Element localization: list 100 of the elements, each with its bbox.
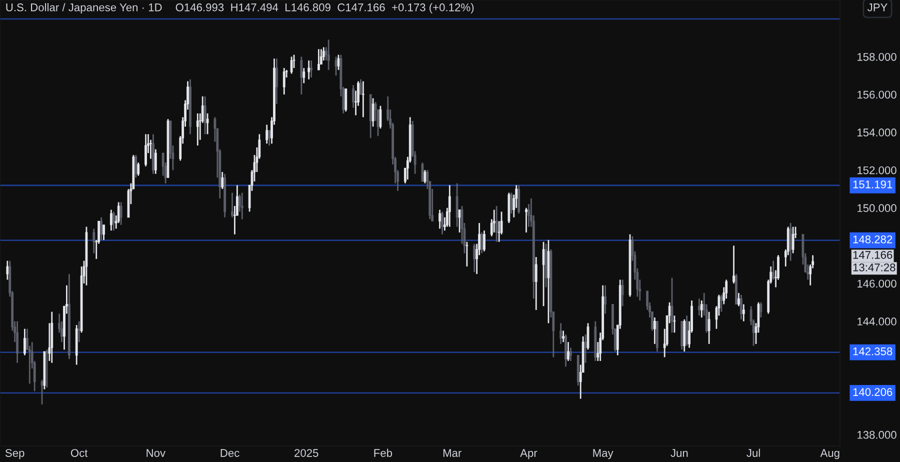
candlestick xyxy=(492,209,496,234)
candlestick xyxy=(438,209,441,230)
y-tick-label: 154.000 xyxy=(858,128,896,136)
candlestick xyxy=(268,130,270,146)
x-tick-label: May xyxy=(593,449,614,460)
candlestick xyxy=(772,260,774,280)
candlestick xyxy=(738,292,740,307)
candlestick xyxy=(327,38,330,71)
candlestick xyxy=(621,279,624,307)
candlestick xyxy=(337,54,340,71)
candlestick xyxy=(740,294,742,320)
candlestick xyxy=(276,58,278,105)
candlestick xyxy=(102,224,105,241)
chart-subtitle: O146.993 H147.494 L146.809 C147.166 +0.173 (+0.12%) xyxy=(176,3,474,14)
candlestick xyxy=(6,260,9,280)
x-tick-label: 2025 xyxy=(294,449,318,457)
chart-title: U.S. Dollar / Japanese Yen · 1D xyxy=(6,3,162,14)
candlestick xyxy=(604,284,606,314)
candlestick xyxy=(112,210,115,232)
candlestick xyxy=(334,56,338,76)
candlestick xyxy=(302,67,306,84)
candlestick xyxy=(318,48,320,71)
candlestick xyxy=(308,60,310,80)
candlestick xyxy=(586,322,590,350)
candlestick xyxy=(362,80,364,118)
candlestick xyxy=(137,162,140,176)
candlestick xyxy=(534,256,538,311)
candlestick xyxy=(421,162,424,182)
candlestick xyxy=(760,302,762,318)
x-tick-label: Dec xyxy=(220,449,240,457)
candlestick xyxy=(686,314,688,347)
candlestick xyxy=(456,182,458,228)
candlestick xyxy=(24,328,26,356)
candlestick xyxy=(310,60,312,78)
candlestick xyxy=(495,205,498,243)
x-tick-label: Jul xyxy=(746,448,760,457)
candlestick xyxy=(570,347,572,362)
candlestick xyxy=(525,207,528,234)
ref-line-label: 151.191 xyxy=(853,180,892,188)
ref-line-label: 142.358 xyxy=(853,347,892,356)
candlestick xyxy=(564,334,567,368)
ref-line-label: 140.206 xyxy=(853,388,892,396)
candlestick xyxy=(204,96,206,135)
text: JPY xyxy=(867,4,888,12)
candlestick xyxy=(708,311,710,345)
candlestick xyxy=(154,148,157,175)
candlestick xyxy=(46,348,48,388)
candlestick xyxy=(344,88,348,112)
candlestick xyxy=(206,112,209,135)
candlestick xyxy=(673,314,676,334)
y-tick-label: 144.000 xyxy=(858,318,896,326)
y-tick-label: 156.000 xyxy=(858,90,896,99)
candlestick xyxy=(567,341,570,362)
candlestick xyxy=(441,210,444,236)
candlestick xyxy=(480,232,483,254)
candlestick xyxy=(110,209,112,232)
candlestick xyxy=(560,322,562,345)
candlestick xyxy=(473,243,476,273)
candlestick xyxy=(700,300,703,318)
candlestick xyxy=(322,46,325,62)
ref-line-label: 148.282 xyxy=(853,235,892,244)
candlestick xyxy=(78,320,80,343)
y-tick-label: 152.000 xyxy=(858,166,896,174)
candlestick xyxy=(792,226,794,254)
candlestick xyxy=(92,228,96,254)
candlestick xyxy=(448,184,451,228)
text: 147.166 xyxy=(853,251,892,259)
candlestick xyxy=(290,56,293,74)
candlestick xyxy=(16,320,18,364)
candlestick xyxy=(654,316,656,345)
candlestick xyxy=(360,78,362,96)
candlestick xyxy=(100,216,102,241)
candlestick xyxy=(732,244,735,284)
candlestick xyxy=(742,304,745,322)
candlestick xyxy=(352,84,354,108)
x-tick-label: Oct xyxy=(70,449,88,457)
candlestick xyxy=(670,277,674,334)
y-tick-label: 146.000 xyxy=(858,280,896,288)
candlestick xyxy=(518,184,520,214)
candlestick xyxy=(720,294,723,313)
y-tick-label: 138.000 xyxy=(858,430,896,439)
candlestick xyxy=(466,241,468,268)
x-tick-label: Sep xyxy=(5,449,24,460)
candlestick xyxy=(266,124,268,144)
candlestick xyxy=(240,192,244,220)
candlestick xyxy=(120,202,122,226)
y-tick-label: 158.000 xyxy=(858,52,896,61)
candlestick xyxy=(372,98,374,128)
candlestick xyxy=(144,133,147,167)
candlestick xyxy=(221,171,224,190)
candlestick xyxy=(698,298,700,316)
candlestick xyxy=(40,379,44,406)
candlestick xyxy=(379,105,382,130)
candlestick xyxy=(134,154,138,178)
x-tick-label: Mar xyxy=(443,449,462,457)
x-tick-label: Feb xyxy=(374,448,392,457)
candlestick xyxy=(483,230,486,252)
candlestick xyxy=(282,67,286,96)
candlestick xyxy=(300,56,303,96)
x-tick-label: Jun xyxy=(670,449,688,457)
